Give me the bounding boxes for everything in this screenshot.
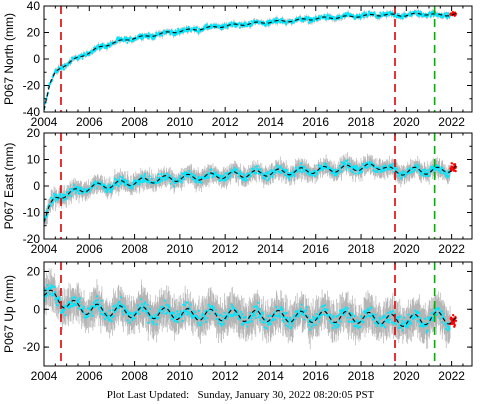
east-xtick-2010: 2010 [167, 242, 194, 256]
footer-datetime: Sunday, January 30, 2022 08:20:05 PST [197, 389, 375, 401]
up-model-line [44, 289, 457, 327]
east-ylabel: P067 East (mm) [2, 143, 16, 230]
east-xtick-2012: 2012 [212, 242, 239, 256]
east-panel: 2004 2006 2008 2010 2012 2014 2016 2018 2020 2022… [2, 126, 473, 256]
east-xtick-2006: 2006 [76, 242, 103, 256]
up-xtick-2020: 2020 [393, 369, 420, 383]
east-xtick-2022: 2022 [438, 242, 465, 256]
north-xtick-2022: 2022 [438, 115, 465, 129]
up-xtick-2014: 2014 [257, 369, 284, 383]
footer-label: Plot Last Updated: [106, 389, 190, 401]
east-xtick-2014: 2014 [257, 242, 284, 256]
up-xtick-2022: 2022 [438, 369, 465, 383]
up-ylabel: P067 Up (mm) [2, 275, 16, 353]
up-xtick-2006: 2006 [76, 369, 103, 383]
north-ylabel: P067 North (mm) [2, 13, 16, 105]
up-panel: 2004 2006 2008 2010 2012 2014 2016 2018 2020 2022… [2, 261, 473, 383]
up-xtick-2004: 2004 [31, 369, 58, 383]
north-xtick-2016: 2016 [302, 115, 329, 129]
east-ytick--20: -20 [23, 232, 41, 246]
north-xtick-2008: 2008 [121, 115, 148, 129]
up-xtick-2016: 2016 [302, 369, 329, 383]
up-error-bars [44, 268, 451, 350]
north-xtick-2004: 2004 [31, 115, 58, 129]
up-ytick-0: 0 [33, 302, 40, 316]
east-error-bars [44, 152, 451, 229]
north-xtick-2006: 2006 [76, 115, 103, 129]
north-xtick-2014: 2014 [257, 115, 284, 129]
east-xtick-2016: 2016 [302, 242, 329, 256]
up-frame [43, 261, 473, 367]
up-xtick-2010: 2010 [167, 369, 194, 383]
east-model-line [44, 163, 457, 223]
east-ytick-20: 20 [27, 126, 41, 140]
east-ytick--10: -10 [23, 206, 41, 220]
east-xtick-2008: 2008 [121, 242, 148, 256]
north-ytick--20: -20 [23, 79, 41, 93]
plot-updated-footer: Plot Last Updated: Sunday, January 30, 2… [0, 387, 481, 404]
up-xtick-2018: 2018 [348, 369, 375, 383]
north-panel: 2004 2006 2008 2010 2012 2014 2016 2018 2020 2022… [2, 0, 473, 129]
north-xtick-2020: 2020 [393, 115, 420, 129]
up-xtick-2012: 2012 [212, 369, 239, 383]
north-xtick-2018: 2018 [348, 115, 375, 129]
north-ytick-40: 40 [27, 0, 41, 13]
north-ytick--40: -40 [23, 105, 41, 119]
east-xtick-2018: 2018 [348, 242, 375, 256]
north-daily-points [44, 10, 452, 111]
up-ytick-20: 20 [27, 264, 41, 278]
east-xtick-2004: 2004 [31, 242, 58, 256]
east-ytick-0: 0 [33, 179, 40, 193]
east-xtick-2020: 2020 [393, 242, 420, 256]
up-xtick-2008: 2008 [121, 369, 148, 383]
north-xtick-2010: 2010 [167, 115, 194, 129]
north-ytick-0: 0 [33, 52, 40, 66]
north-xtick-2012: 2012 [212, 115, 239, 129]
up-ytick--20: -20 [23, 340, 41, 354]
north-model-line [44, 12, 457, 111]
east-ytick-10: 10 [27, 153, 41, 167]
north-ytick-20: 20 [27, 26, 41, 40]
